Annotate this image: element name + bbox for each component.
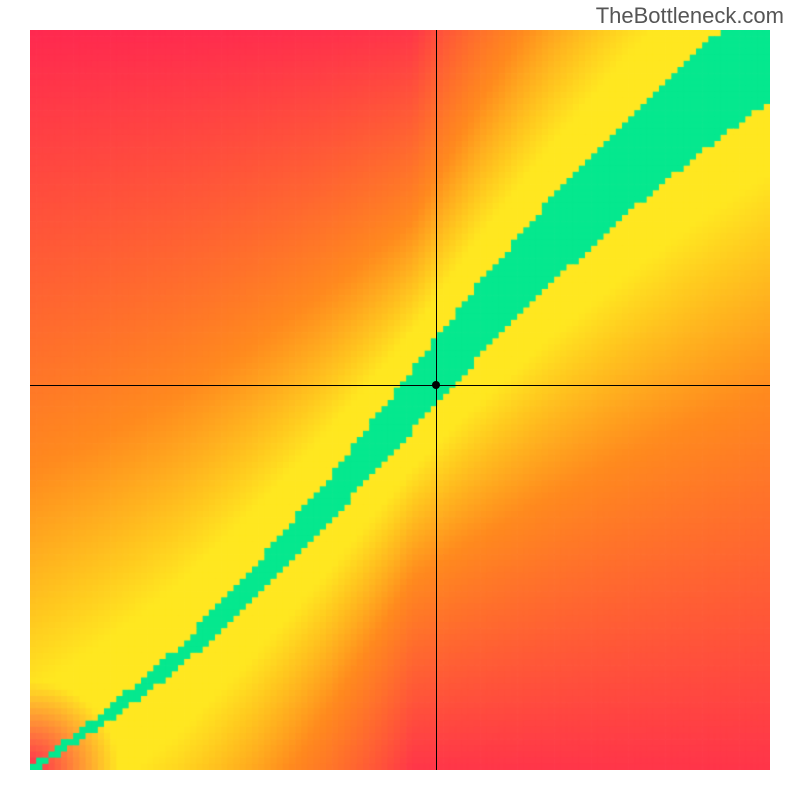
heatmap-canvas [30, 30, 770, 770]
crosshair-marker-dot [432, 381, 440, 389]
watermark-text: TheBottleneck.com [596, 3, 784, 29]
chart-container: TheBottleneck.com [0, 0, 800, 800]
plot-area [30, 30, 770, 770]
crosshair-vertical [436, 30, 437, 770]
crosshair-horizontal [30, 385, 770, 386]
